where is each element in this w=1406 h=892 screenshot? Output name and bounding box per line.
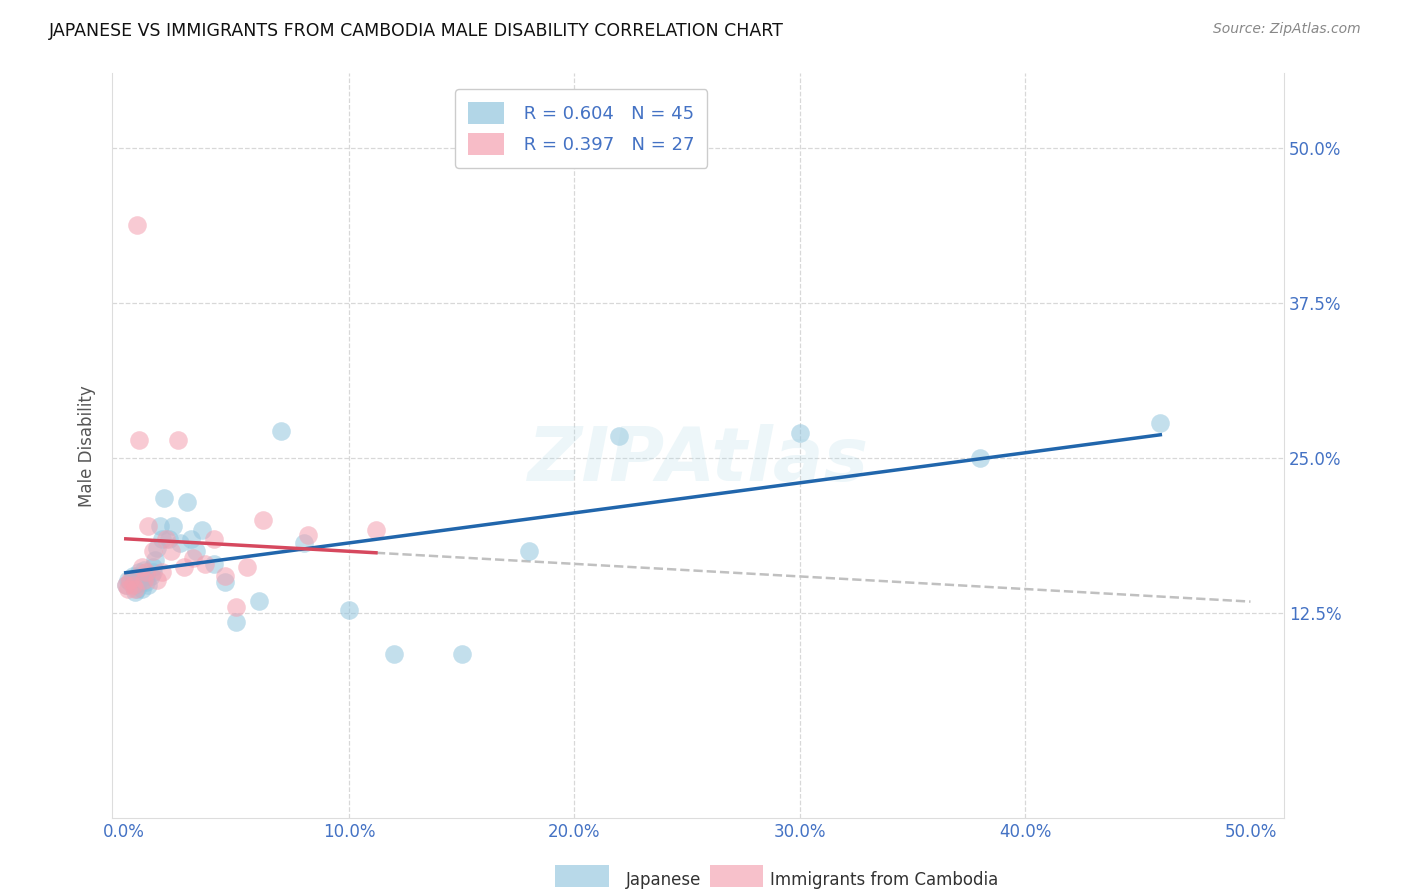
Point [382, 648, 405, 662]
Point [337, 603, 360, 617]
Point [609, 429, 631, 443]
Text: JAPANESE VS IMMIGRANTS FROM CAMBODIA MALE DISABILITY CORRELATION CHART: JAPANESE VS IMMIGRANTS FROM CAMBODIA MAL… [49, 22, 785, 40]
Point [125, 218, 148, 232]
Point [146, 573, 169, 587]
Point [297, 528, 319, 542]
Point [183, 550, 205, 565]
Point [153, 491, 176, 505]
Point [131, 582, 153, 596]
Point [180, 532, 202, 546]
Point [236, 560, 259, 574]
Point [124, 578, 146, 592]
Point [146, 541, 169, 555]
Point [136, 519, 159, 533]
Point [143, 553, 166, 567]
Point [225, 600, 247, 615]
Point [176, 494, 198, 508]
Point [969, 451, 991, 466]
Point [142, 560, 165, 574]
Point [166, 433, 188, 447]
Point [128, 573, 150, 587]
Point [132, 573, 155, 587]
Point [135, 575, 157, 590]
Point [142, 566, 165, 580]
Point [194, 557, 217, 571]
Point [173, 560, 195, 574]
Point [184, 544, 207, 558]
Point [450, 648, 472, 662]
Point [1149, 417, 1171, 431]
Point [121, 569, 143, 583]
Point [202, 557, 225, 571]
Point [202, 532, 225, 546]
Point [132, 563, 155, 577]
Text: ZIPAtlas: ZIPAtlas [527, 424, 869, 497]
Point [135, 566, 157, 580]
Point [169, 535, 191, 549]
Point [125, 582, 148, 596]
Point [114, 578, 136, 592]
Point [157, 532, 180, 546]
Point [247, 594, 270, 608]
Text: Source: ZipAtlas.com: Source: ZipAtlas.com [1213, 22, 1361, 37]
Text: Immigrants from Cambodia: Immigrants from Cambodia [770, 871, 998, 889]
Point [114, 578, 136, 592]
Point [270, 424, 292, 438]
Point [121, 578, 143, 592]
Point [160, 544, 183, 558]
Point [117, 582, 139, 596]
Point [120, 575, 142, 590]
Point [128, 566, 150, 580]
Point [124, 585, 146, 599]
Point [150, 532, 173, 546]
Point [789, 426, 811, 441]
Point [364, 523, 387, 537]
Point [150, 566, 173, 580]
Point [117, 573, 139, 587]
Point [128, 433, 150, 447]
Point [124, 582, 146, 596]
Point [214, 569, 236, 583]
Point [155, 532, 177, 546]
Point [162, 519, 184, 533]
Point [125, 569, 148, 583]
Point [131, 560, 153, 574]
Point [214, 575, 236, 590]
Point [131, 575, 153, 590]
Point [252, 513, 274, 527]
Point [142, 544, 165, 558]
Point [139, 569, 162, 583]
Point [148, 519, 170, 533]
Point [292, 535, 315, 549]
Legend:  R = 0.604   N = 45,  R = 0.397   N = 27: R = 0.604 N = 45, R = 0.397 N = 27 [456, 89, 707, 168]
Point [191, 523, 214, 537]
Point [135, 569, 157, 583]
Point [517, 544, 540, 558]
Point [225, 615, 247, 629]
Point [120, 573, 142, 587]
Y-axis label: Male Disability: Male Disability [79, 384, 96, 507]
Point [136, 578, 159, 592]
Text: Japanese: Japanese [626, 871, 702, 889]
